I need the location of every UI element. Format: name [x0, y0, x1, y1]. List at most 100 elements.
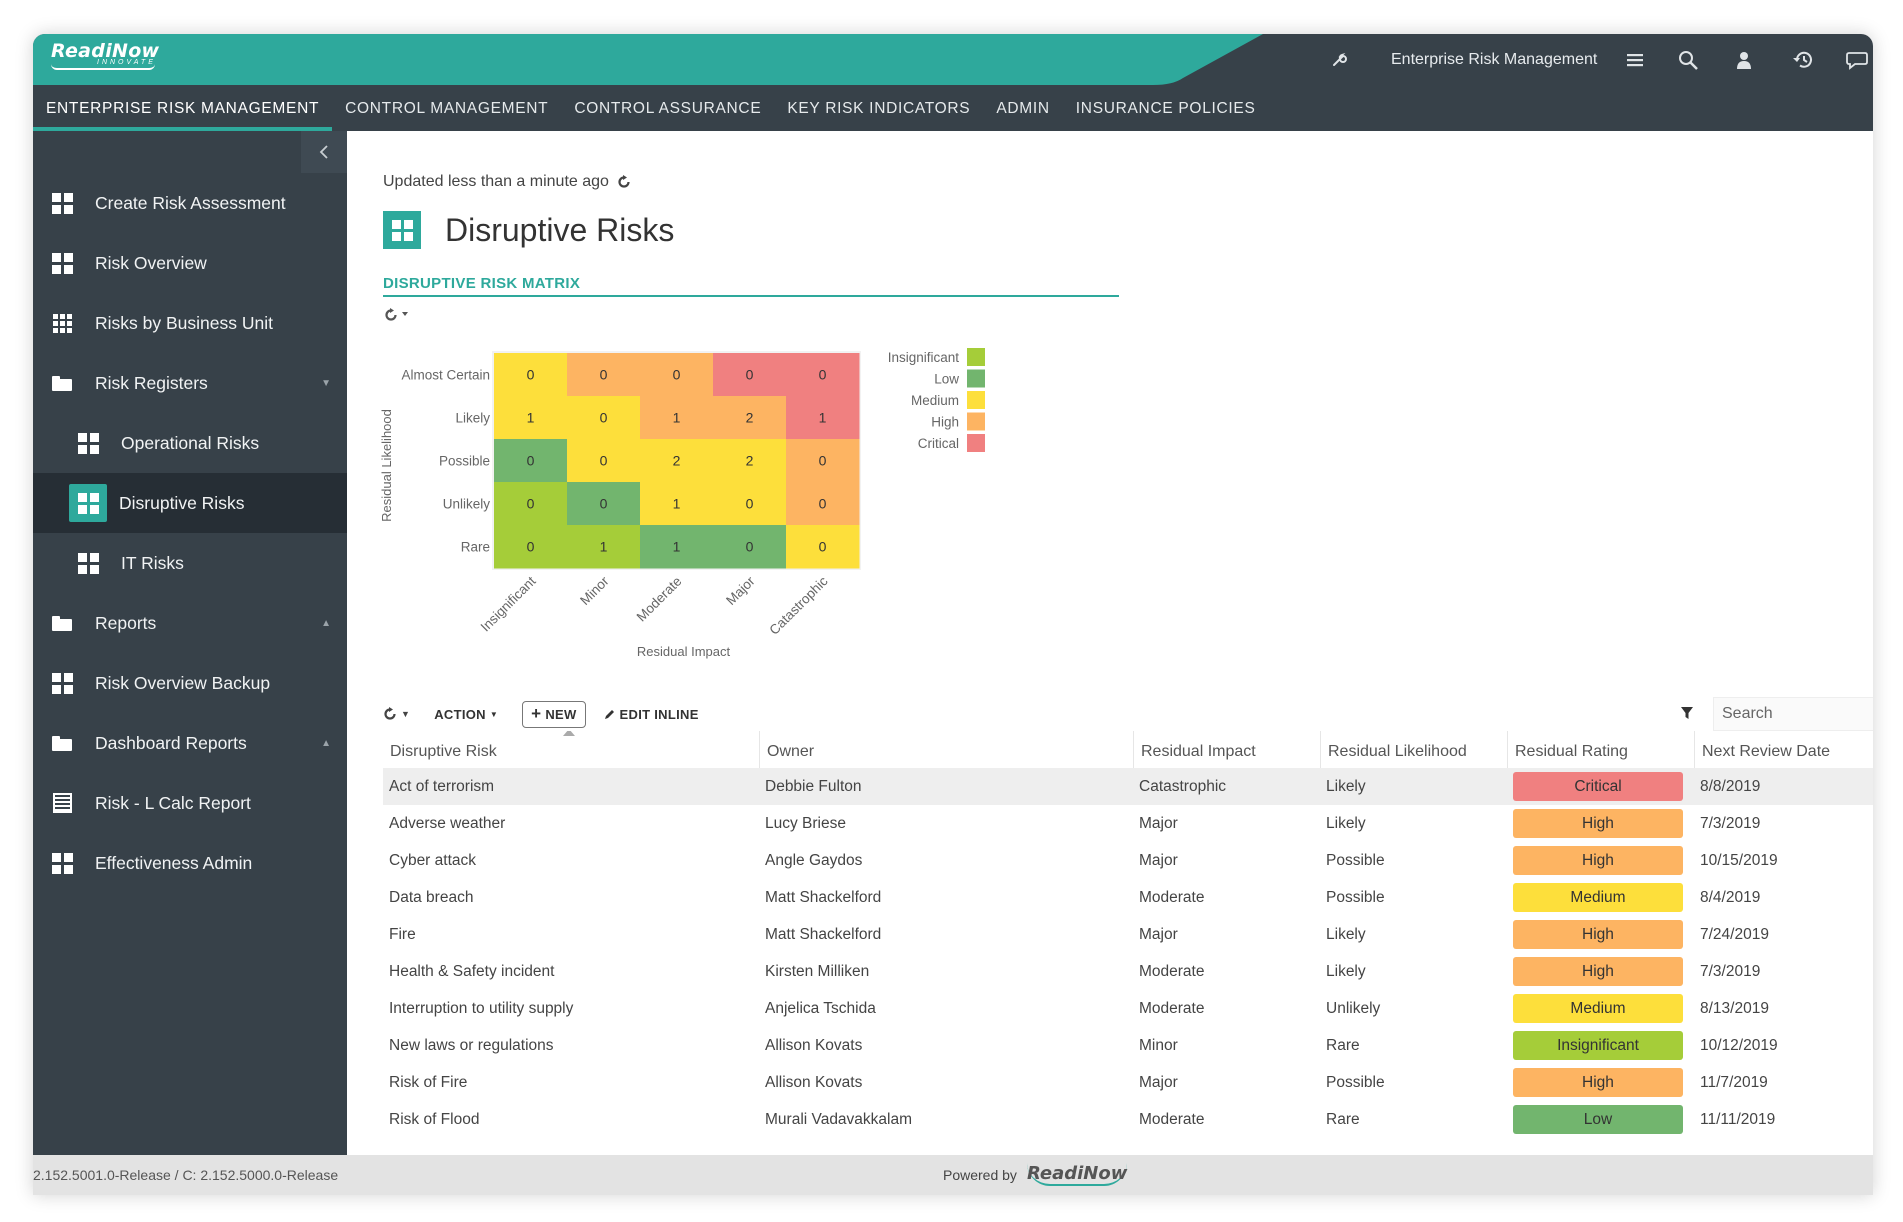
- rating-badge: Medium: [1513, 994, 1683, 1023]
- table-row[interactable]: New laws or regulations Allison Kovats Min…: [383, 1027, 1873, 1064]
- matrix-cell[interactable]: [713, 439, 787, 483]
- matrix-cell[interactable]: [494, 353, 568, 397]
- user-icon[interactable]: [1736, 34, 1752, 86]
- matrix-cell[interactable]: [640, 353, 714, 397]
- cell-risk: Act of terrorism: [389, 777, 495, 795]
- matrix-cell[interactable]: [786, 439, 860, 483]
- x-tick-label: Moderate: [634, 574, 685, 625]
- table-row[interactable]: Risk of Fire Allison Kovats Major Possible H…: [383, 1064, 1873, 1101]
- grid-toolbar: ▼ ACTION ▼ + NEW EDIT INLINE Search: [383, 697, 1873, 731]
- grid-refresh-button[interactable]: ▼: [383, 707, 410, 721]
- app-name[interactable]: Enterprise Risk Management: [1391, 51, 1598, 68]
- new-button[interactable]: + NEW: [522, 700, 586, 728]
- chart-refresh-control[interactable]: [385, 308, 409, 321]
- table-row[interactable]: Health & Safety incident Kirsten Milliken…: [383, 953, 1873, 990]
- sidebar-item-disruptive-risks[interactable]: Disruptive Risks: [33, 473, 347, 533]
- tab-insurance-policies[interactable]: INSURANCE POLICIES: [1075, 99, 1256, 117]
- sidebar-item-operational-risks[interactable]: Operational Risks: [33, 413, 347, 473]
- table-row[interactable]: Interruption to utility supply Anjelica T…: [383, 990, 1873, 1027]
- sidebar-item-create-risk-assessment[interactable]: Create Risk Assessment: [33, 173, 347, 233]
- action-menu-button[interactable]: ACTION ▼: [434, 707, 498, 722]
- sidebar-item-risk-registers[interactable]: Risk Registers ▼: [33, 353, 347, 413]
- sidebar-item-effectiveness-admin[interactable]: Effectiveness Admin: [33, 833, 347, 893]
- matrix-cell[interactable]: [640, 396, 714, 440]
- matrix-cell[interactable]: [786, 525, 860, 569]
- matrix-cell[interactable]: [494, 525, 568, 569]
- readinow-logo[interactable]: ReadiNow INNOVATE: [51, 40, 159, 70]
- tab-control-assurance[interactable]: CONTROL ASSURANCE: [574, 99, 762, 117]
- matrix-cell[interactable]: [567, 482, 641, 526]
- matrix-cell[interactable]: [786, 396, 860, 440]
- sidebar-item-label: Create Risk Assessment: [95, 192, 286, 213]
- filter-icon[interactable]: [1680, 706, 1694, 720]
- sidebar-item-risk-overview-backup[interactable]: Risk Overview Backup: [33, 653, 347, 713]
- refresh-icon: [384, 707, 396, 720]
- matrix-cell[interactable]: [713, 396, 787, 440]
- table-row[interactable]: Cyber attack Angle Gaydos Major Possible Hig…: [383, 842, 1873, 879]
- caret-up-icon[interactable]: ▲: [321, 617, 331, 629]
- matrix-cell[interactable]: [713, 353, 787, 397]
- caret-down-icon[interactable]: [402, 312, 408, 316]
- sidebar-item-risks-by-business-unit[interactable]: Risks by Business Unit: [33, 293, 347, 353]
- table-row[interactable]: Act of terrorism Debbie Fulton Catastrophi…: [383, 768, 1873, 805]
- matrix-cell[interactable]: [494, 482, 568, 526]
- cell-likelihood: Likely: [1326, 925, 1366, 943]
- matrix-cell-value: 2: [673, 453, 681, 469]
- new-label: NEW: [545, 706, 577, 722]
- table-row[interactable]: Data breach Matt Shackelford Moderate Possi…: [383, 879, 1873, 916]
- tab-enterprise-risk-management[interactable]: ENTERPRISE RISK MANAGEMENT: [33, 86, 333, 131]
- column-header-residual-rating[interactable]: Residual Rating: [1507, 731, 1628, 768]
- matrix-cell[interactable]: [713, 525, 787, 569]
- column-header-residual-likelihood[interactable]: Residual Likelihood: [1320, 731, 1467, 768]
- rating-badge: High: [1513, 809, 1683, 838]
- y-tick-label: Likely: [455, 411, 490, 426]
- sidebar-item-label: Operational Risks: [121, 432, 260, 453]
- caret-down-icon[interactable]: ▼: [321, 377, 331, 389]
- matrix-cell[interactable]: [567, 525, 641, 569]
- grid-icon: [51, 252, 73, 274]
- matrix-cell[interactable]: [494, 439, 568, 483]
- grid-search-input[interactable]: Search: [1713, 697, 1873, 731]
- sidebar-item-risk-l-calc-report[interactable]: Risk - L Calc Report: [33, 773, 347, 833]
- matrix-cell-value: 1: [673, 539, 681, 555]
- grid-icon: [51, 672, 73, 694]
- hamburger-icon[interactable]: [1627, 34, 1645, 86]
- collapse-sidebar-button[interactable]: [301, 131, 347, 173]
- column-header-owner[interactable]: Owner: [759, 731, 814, 768]
- matrix-cell[interactable]: [567, 439, 641, 483]
- matrix-cell[interactable]: [640, 482, 714, 526]
- column-header-disruptive-risk[interactable]: Disruptive Risk: [390, 742, 497, 760]
- sidebar-item-it-risks[interactable]: IT Risks: [33, 533, 347, 593]
- footer-logo[interactable]: ReadiNow: [1026, 1163, 1128, 1186]
- sidebar-item-label: IT Risks: [121, 552, 184, 573]
- matrix-cell[interactable]: [640, 525, 714, 569]
- caret-up-icon[interactable]: ▲: [321, 737, 331, 749]
- sidebar-item-dashboard-reports[interactable]: Dashboard Reports ▲: [33, 713, 347, 773]
- table-row[interactable]: Fire Matt Shackelford Major Likely High 7/24/…: [383, 916, 1873, 953]
- matrix-cell[interactable]: [786, 353, 860, 397]
- table-row[interactable]: Risk of Flood Murali Vadavakkalam Moderate…: [383, 1101, 1873, 1138]
- sort-ascending-icon[interactable]: [563, 731, 575, 736]
- matrix-cell[interactable]: [786, 482, 860, 526]
- column-header-residual-impact[interactable]: Residual Impact: [1133, 731, 1256, 768]
- matrix-cell[interactable]: [494, 396, 568, 440]
- tab-admin[interactable]: ADMIN: [996, 99, 1050, 117]
- matrix-cell[interactable]: [640, 439, 714, 483]
- edit-inline-button[interactable]: EDIT INLINE: [604, 707, 699, 722]
- column-header-next-review-date[interactable]: Next Review Date: [1694, 731, 1830, 768]
- refresh-icon[interactable]: [617, 175, 631, 189]
- matrix-cell[interactable]: [567, 353, 641, 397]
- sidebar-item-reports[interactable]: Reports ▲: [33, 593, 347, 653]
- chat-icon[interactable]: [1846, 34, 1868, 86]
- table-row[interactable]: Adverse weather Lucy Briese Major Likely Hig…: [383, 805, 1873, 842]
- tab-key-risk-indicators[interactable]: KEY RISK INDICATORS: [787, 99, 971, 117]
- wrench-icon[interactable]: [1331, 34, 1353, 86]
- matrix-cell[interactable]: [713, 482, 787, 526]
- sidebar-item-risk-overview[interactable]: Risk Overview: [33, 233, 347, 293]
- tab-control-management[interactable]: CONTROL MANAGEMENT: [345, 99, 549, 117]
- history-icon[interactable]: [1792, 34, 1814, 86]
- cell-owner: Anjelica Tschida: [765, 999, 876, 1017]
- matrix-cell[interactable]: [567, 396, 641, 440]
- refresh-icon[interactable]: [385, 309, 397, 321]
- search-icon[interactable]: [1678, 34, 1698, 86]
